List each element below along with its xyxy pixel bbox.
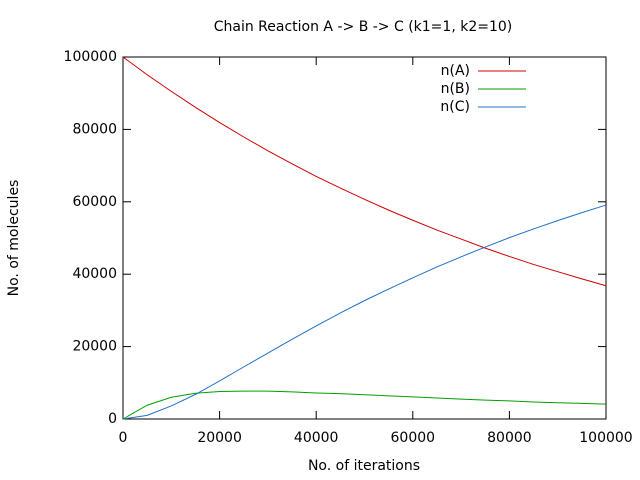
- y-tick-label: 80000: [72, 121, 117, 137]
- x-tick-label: 100000: [579, 430, 632, 446]
- y-tick-label: 60000: [72, 194, 117, 210]
- x-tick-label: 0: [119, 430, 128, 446]
- legend-label: n(A): [441, 63, 470, 79]
- chart-title: Chain Reaction A -> B -> C (k1=1, k2=10): [214, 19, 513, 35]
- plot-border: [122, 56, 607, 420]
- x-tick-label: 20000: [197, 430, 242, 446]
- y-axis-label: No. of molecules: [6, 180, 22, 297]
- y-tick-label: 40000: [72, 266, 117, 282]
- x-axis-label: No. of iterations: [308, 458, 420, 474]
- data-line: [122, 56, 607, 287]
- data-line: [122, 390, 607, 420]
- y-tick-label: 0: [108, 411, 117, 427]
- x-tick-label: 80000: [487, 430, 532, 446]
- legend-label: n(C): [440, 99, 470, 115]
- y-tick-label: 100000: [64, 49, 117, 65]
- legend-label: n(B): [441, 81, 470, 97]
- data-line: [122, 204, 607, 420]
- y-tick-label: 20000: [72, 339, 117, 355]
- x-tick-label: 40000: [294, 430, 339, 446]
- x-tick-label: 60000: [391, 430, 436, 446]
